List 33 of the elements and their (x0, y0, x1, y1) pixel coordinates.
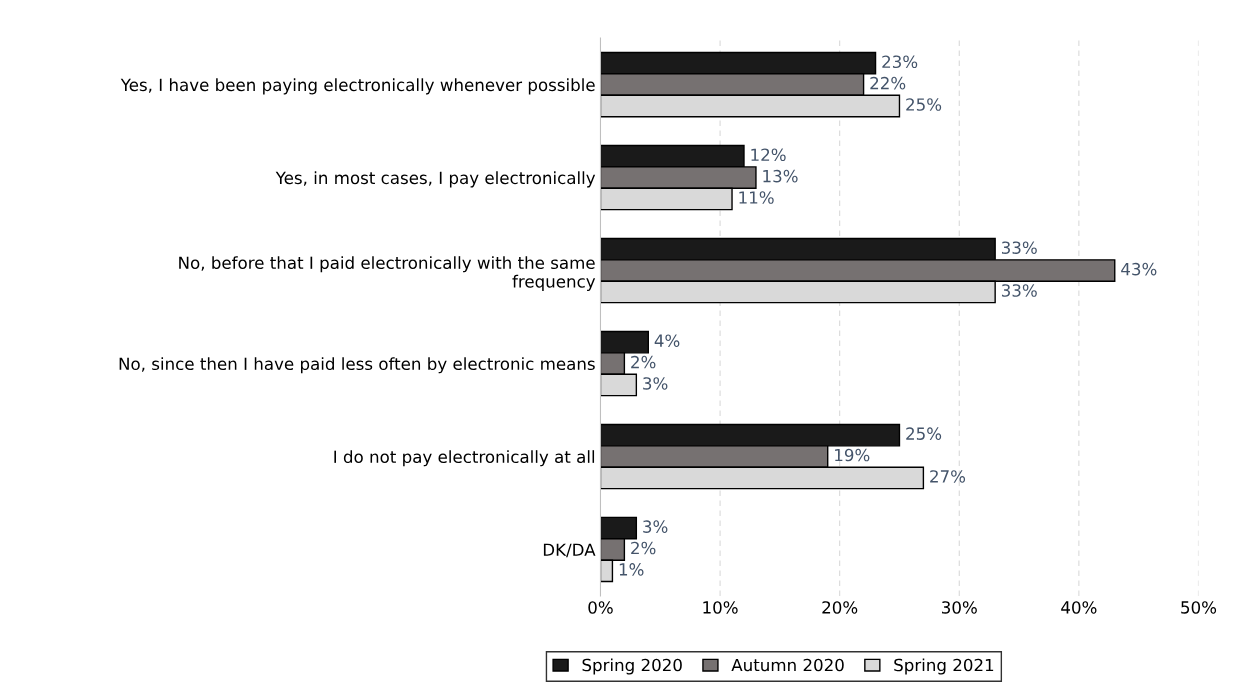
data-label: 3% (643, 520, 668, 533)
data-label: 43% (1121, 262, 1157, 276)
x-tick-label: 50% (1181, 601, 1217, 614)
data-label: 3% (643, 377, 668, 390)
data-label: 2% (631, 541, 656, 555)
y-tick-label: Yes, I have been paying electronically whenever possible (120, 78, 595, 95)
data-label: 13% (763, 169, 798, 183)
legend-label: Spring 2020 (582, 658, 682, 675)
data-label: 25% (906, 427, 942, 440)
data-label: 12% (751, 148, 786, 162)
data-label: 2% (631, 355, 656, 369)
x-tick-label: 0% (588, 601, 613, 614)
data-label: 27% (930, 470, 966, 483)
y-tick-label: No, before that I paid electronically with the same frequency (179, 256, 596, 291)
data-label: 33% (1001, 241, 1037, 255)
data-label: 4% (654, 334, 680, 347)
data-label: 1% (619, 563, 644, 576)
y-tick-label: No, since then I have paid less often by electronic means (119, 357, 595, 374)
legend-label: Autumn 2020 (731, 658, 844, 672)
x-tick-label: 40% (1061, 601, 1097, 614)
x-tick-label: 10% (703, 601, 738, 614)
data-label: 23% (882, 55, 918, 69)
data-label: 33% (1001, 284, 1037, 297)
x-tick-label: 30% (942, 601, 977, 614)
data-label: 11% (739, 191, 774, 204)
data-label: 22% (870, 76, 906, 90)
y-tick-label: Yes, in most cases, I pay electronically (275, 171, 596, 188)
data-label: 25% (906, 98, 942, 111)
y-tick-label: I do not pay electronically at all (334, 450, 595, 467)
x-tick-label: 20% (822, 601, 858, 614)
data-label: 19% (835, 448, 870, 462)
legend-label: Spring 2021 (894, 658, 994, 675)
y-tick-label: DK/DA (543, 543, 596, 558)
